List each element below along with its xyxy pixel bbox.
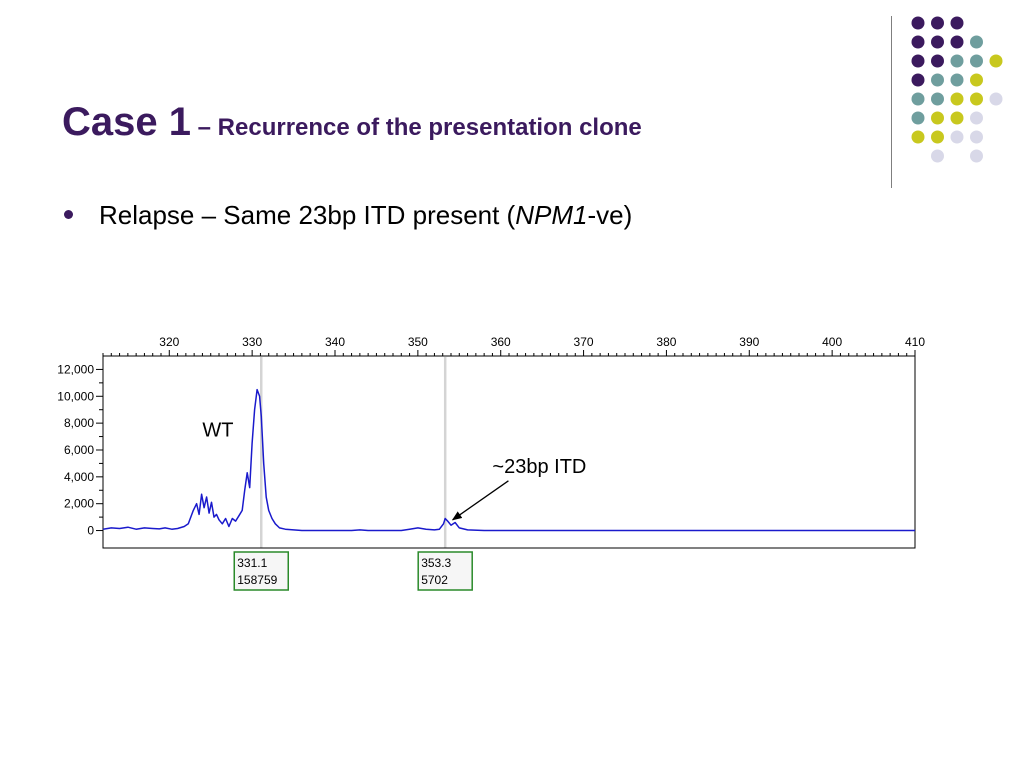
chart-annotation: ~23bp ITD — [492, 456, 586, 478]
decorative-dot — [911, 130, 925, 144]
decorative-dot — [911, 54, 925, 68]
y-tick-label: 2,000 — [64, 497, 94, 511]
bullet-dot-icon — [64, 209, 73, 219]
decorative-dot — [931, 35, 944, 49]
decorative-dot — [989, 54, 1003, 68]
trace-line — [102, 388, 915, 532]
decorative-dot-cluster — [911, 16, 1003, 163]
y-tick-label: 8,000 — [64, 416, 94, 430]
peak-area-label: 5702 — [421, 573, 448, 587]
decorative-dot — [950, 73, 964, 87]
decorative-dot — [931, 73, 944, 87]
slide-title-main: Case 1 — [62, 100, 191, 144]
y-tick-label: 0 — [87, 524, 94, 538]
x-tick-label: 370 — [574, 335, 594, 349]
decorative-dot — [911, 111, 925, 125]
decorative-dot — [950, 111, 964, 125]
slide-title-subtitle: – Recurrence of the presentation clone — [190, 114, 642, 141]
decorative-dot — [911, 35, 925, 49]
decorative-dot — [911, 16, 925, 30]
x-tick-label: 410 — [905, 335, 925, 349]
decorative-dot — [970, 130, 983, 144]
x-tick-label: 350 — [408, 335, 428, 349]
vertical-divider-rule — [891, 16, 892, 188]
decorative-dot — [970, 111, 983, 125]
slide-title: Case 1 – Recurrence of the presentation … — [62, 100, 642, 145]
peak-label-box — [417, 551, 473, 591]
y-tick-label: 6,000 — [64, 443, 94, 457]
decorative-dot — [970, 35, 983, 49]
x-tick-label: 390 — [739, 335, 759, 349]
decorative-dot — [931, 130, 944, 144]
decorative-dot — [931, 16, 944, 30]
y-tick-label: 4,000 — [64, 470, 94, 484]
decorative-dot — [989, 92, 1003, 106]
x-tick-label: 340 — [325, 335, 345, 349]
bullet-item-relapse: Relapse – Same 23bp ITD present (NPM1-ve… — [64, 200, 632, 231]
x-tick-label: 320 — [159, 335, 179, 349]
decorative-dot — [950, 130, 964, 144]
x-tick-label: 360 — [491, 335, 511, 349]
x-tick-label: 400 — [822, 335, 842, 349]
bullet-text-before: Relapse – Same 23bp ITD present ( — [99, 200, 516, 230]
decorative-dot — [931, 92, 944, 106]
peak-size-label: 353.3 — [421, 556, 451, 570]
decorative-dot — [911, 92, 925, 106]
decorative-dot — [970, 73, 983, 87]
decorative-dot — [970, 92, 983, 106]
decorative-dot — [931, 149, 944, 163]
peak-label-box — [233, 551, 290, 591]
decorative-dot — [911, 73, 925, 87]
decorative-dot — [970, 54, 983, 68]
peak-area-label: 158759 — [237, 573, 277, 587]
peak-size-label: 331.1 — [237, 556, 267, 570]
decorative-dot — [931, 54, 944, 68]
decorative-dot — [950, 54, 964, 68]
y-tick-label: 12,000 — [57, 362, 94, 376]
bullet-text-gene: NPM1 — [515, 200, 588, 230]
annotation-arrow — [451, 480, 509, 521]
chart-annotation: WT — [202, 420, 233, 442]
decorative-dot — [950, 16, 964, 30]
decorative-dot — [970, 149, 983, 163]
decorative-dot — [950, 92, 964, 106]
decorative-dot — [931, 111, 944, 125]
x-tick-label: 330 — [242, 335, 262, 349]
decorative-dot — [950, 35, 964, 49]
bullet-text-after: -ve) — [587, 200, 633, 230]
y-tick-label: 10,000 — [57, 389, 94, 403]
x-tick-label: 380 — [656, 335, 676, 349]
